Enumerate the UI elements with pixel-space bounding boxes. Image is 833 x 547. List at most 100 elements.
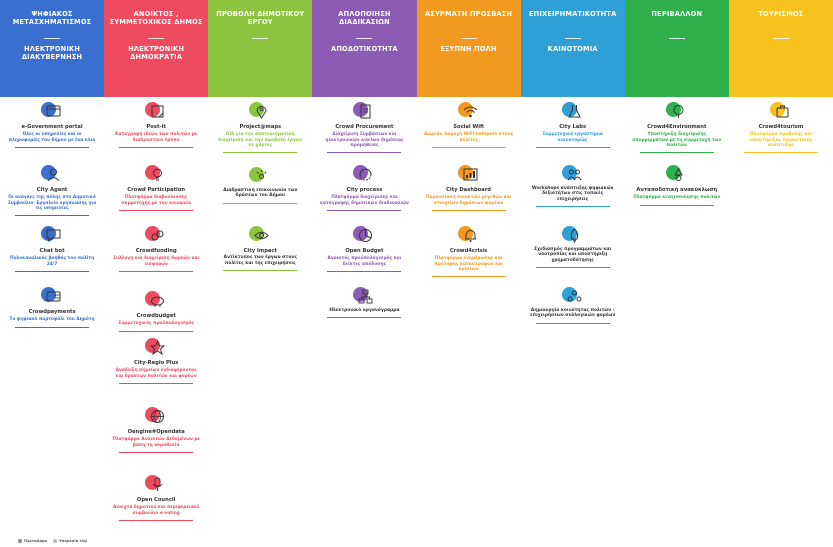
solution-title: Open Budget — [345, 248, 384, 254]
item-divider — [535, 206, 610, 208]
solution-title: e-Government portal — [21, 124, 83, 130]
solution-item[interactable]: Διαδραστική επικοινωνία των δράσεων του … — [215, 165, 305, 204]
solution-title: City Impact — [243, 248, 277, 254]
solution-item[interactable]: Crowd Participation Πλατφόρμα διαβούλευση… — [111, 163, 201, 211]
solution-description: Διαδραστική επικοινωνία των δράσεων του … — [223, 188, 298, 199]
solution-title: City Labs — [559, 124, 587, 130]
category-title: ΑΠΛΟΠΟΙΗΣΗ ΔΙΑΔΙΚΑΣΙΩΝ — [338, 10, 391, 27]
solution-item[interactable]: Workshops ανάπτυξης ψηφιακών δεξιοτήτων … — [528, 163, 618, 208]
legend: Πλατφόρμα Υπηρεσία εδώ — [18, 539, 87, 543]
category-subtitle: ΚΑΙΝΟΤΟΜΙΑ — [547, 45, 598, 53]
solution-item[interactable]: Crowd Procurement Διαχείριση Συμβάσεων κα… — [319, 100, 409, 154]
org-chart-icon — [352, 285, 376, 307]
solution-description: Ηλεκτρονικό οργανόγραμμα — [329, 308, 400, 313]
item-divider — [15, 215, 90, 217]
solution-description: Συμμετοχικός προϋπολογισμός — [118, 321, 195, 327]
solution-item[interactable]: Oengine#Opendata Πλατφόρμα Ανοικτών Δεδομ… — [111, 405, 201, 453]
solution-item[interactable]: Crowdbudget Συμμετοχικός προϋπολογισμός — [111, 289, 201, 332]
solution-title: Ανταποδοτική ανακύκλωση — [636, 187, 718, 193]
item-divider — [223, 202, 298, 204]
solution-title: City process — [346, 187, 383, 193]
community-icon — [561, 285, 585, 307]
solution-title: Crowd Participation — [127, 187, 186, 193]
pie-icon — [352, 224, 376, 246]
category-subtitle: ΕΞΥΠΝΗ ΠΟΛΗ — [440, 45, 497, 53]
solution-item[interactable]: Crowdfunding Συλλογή και διαχείριση δωρεώ… — [111, 224, 201, 272]
solution-item[interactable]: Project@maps GIS για την αποτελεσματική δ… — [215, 100, 305, 154]
item-divider — [119, 210, 194, 211]
solution-description: Δωρεάν παροχή WiFi hotspots στους πολίτε… — [424, 132, 514, 143]
solution-description: Πλατφόρμα προβολής και υποστήριξης τουρι… — [749, 132, 813, 148]
solution-description: Πλατφόρμα διαβούλευσης συμμετοχής με την… — [121, 195, 192, 206]
solution-item[interactable]: Open Council Ανοιχτό δημοτικό και περιφερ… — [111, 473, 201, 521]
solution-title: Crowd4Environment — [647, 124, 707, 130]
solution-item[interactable]: Crowd4tourism Πλατφόρμα προβολής και υποσ… — [736, 100, 826, 154]
item-divider — [327, 317, 402, 319]
solution-item[interactable]: e-Government portal Όλες οι υπηρεσίες και… — [7, 100, 97, 148]
solution-title: Social Wifi — [453, 124, 484, 130]
item-divider — [119, 330, 194, 332]
solution-item[interactable]: Δημιουργία κοινότητας πολιτών - επιχειρή… — [528, 285, 618, 324]
solution-description: Συλλογή και διαχείριση δωρεών και εισφορ… — [113, 256, 200, 267]
solution-item[interactable]: Crowdpayments Το ψηφιακό πορτοφόλι του Δη… — [7, 285, 97, 328]
category-title: ΑΝΟΙΚΤΟΣ , ΣΥΜΜΕΤΟΧΙΚΟΣ ΔΗΜΟΣ — [109, 10, 203, 27]
solution-title: Crowd Procurement — [335, 124, 394, 130]
solution-title: Crowdbudget — [136, 313, 176, 319]
category-header-4: ΑΠΛΟΠΟΙΗΣΗ ΔΙΑΔΙΚΑΣΙΩΝ ΑΠΟΔΟΤΙΚΟΤΗΤΑ — [312, 0, 417, 97]
solution-description: Δημιουργία κοινότητας πολιτών - επιχειρή… — [530, 308, 616, 319]
category-divider — [772, 38, 789, 39]
solution-item[interactable]: City Dashboard Παρουσίαση ανοικτών μεγεθώ… — [424, 163, 514, 211]
solution-item[interactable]: Crowd4crisis Πλατφόρμα ενημέρωσης και πρό… — [424, 224, 514, 278]
item-divider — [15, 271, 90, 272]
item-divider — [223, 152, 298, 154]
wifi-icon — [457, 100, 481, 122]
solution-description: Αναδείξη σημείων ενδιαφέροντος και δράσε… — [115, 368, 197, 379]
legend-label-platform: Πλατφόρμα — [24, 539, 48, 543]
category-header-1: ΨΗΦΙΑΚΟΣ ΜΕΤΑΣΧΗΜΑΤΙΣΜΟΣ ΗΛΕΚΤΡΟΝΙΚΗ ΔΙΑΚ… — [0, 0, 105, 97]
recycle-icon — [665, 163, 689, 185]
solution-item[interactable]: Crowd4Environment Υποστήριξη διαχείρισης … — [632, 100, 722, 154]
solution-title: City Dashboard — [446, 187, 491, 193]
solution-item[interactable]: City process Πλατφόρμα διαχείρισης και κα… — [319, 163, 409, 211]
item-divider — [327, 271, 402, 272]
payment-icon — [40, 285, 64, 307]
solution-item[interactable]: City Impact Αντίκτυπος των έργων στους πο… — [215, 224, 305, 272]
category-divider — [460, 38, 477, 39]
solution-title: Open Council — [136, 497, 176, 503]
category-subtitle: ΗΛΕΚΤΡΟΝΙΚΗ ΔΙΑΚΥΒΕΡΝΗΣΗ — [21, 45, 83, 62]
item-divider — [223, 270, 298, 272]
solution-description: Το ψηφιακό πορτοφόλι του Δημότη — [9, 317, 95, 323]
item-divider — [119, 271, 194, 272]
item-divider — [431, 276, 506, 278]
category-divider — [356, 38, 373, 39]
category-divider — [44, 38, 60, 39]
item-divider — [15, 147, 90, 148]
eye-icon — [248, 224, 272, 246]
item-divider — [119, 147, 194, 148]
solution-description: Σχεδιασμός προγραμμάτων και νοοτροπίας κ… — [534, 247, 612, 263]
solution-description: Ανοικτός προϋπολογισμός και δείκτες απόδ… — [327, 256, 402, 267]
solution-item[interactable]: City-Regio Plus Αναδείξη σημείων ενδιαφέρ… — [111, 336, 201, 384]
legend-item-platform: Πλατφόρμα — [18, 539, 47, 543]
solution-item[interactable]: Σχεδιασμός προγραμμάτων και νοοτροπίας κ… — [528, 224, 618, 269]
category-title: ΤΟΥΡΙΣΜΟΣ — [758, 10, 804, 18]
solution-item[interactable]: City Agent Οι ανάγκες της πόλης στο Δημοτ… — [7, 163, 97, 217]
item-divider — [15, 326, 90, 328]
category-divider — [148, 38, 165, 39]
solution-item[interactable]: Post-it Καταγραφή ιδεών των πολιτών με δι… — [111, 100, 201, 148]
solution-item[interactable]: Chat bot Πολυκαναλικός βοηθός του πολίτη … — [7, 224, 97, 272]
solution-item[interactable]: Ηλεκτρονικό οργανόγραμμα — [319, 285, 409, 319]
solution-description: Οι ανάγκες της πόλης στο Δημοτικό Συμβού… — [7, 195, 97, 211]
category-header-bar: ΨΗΦΙΑΚΟΣ ΜΕΤΑΣΧΗΜΑΤΙΣΜΟΣ ΗΛΕΚΤΡΟΝΙΚΗ ΔΙΑΚ… — [0, 0, 833, 97]
solution-description: Πολυκαναλικός βοηθός του πολίτη 24/7 — [9, 256, 95, 267]
item-divider — [743, 152, 818, 154]
category-header-3: ΠΡΟΒΟΛΗ ΔΗΜΟΤΙΚΟΥ ΕΡΓΟΥ — [208, 0, 313, 97]
lab-icon — [561, 100, 585, 122]
category-title: ΑΣΥΡΜΑΤΗ ΠΡΟΣΒΑΣΗ — [424, 10, 513, 18]
category-subtitle: ΑΠΟΔΟΤΙΚΟΤΗΤΑ — [331, 45, 398, 53]
solution-item[interactable]: Open Budget Ανοικτός προϋπολογισμός και δ… — [319, 224, 409, 272]
solution-item[interactable]: Social Wifi Δωρεάν παροχή WiFi hotspots σ… — [424, 100, 514, 148]
solution-item[interactable]: Ανταποδοτική ανακύκλωση Πλατφόρμα κινητοπ… — [632, 163, 722, 206]
solution-item[interactable]: City Labs Συμμετοχικά εργαστήρια καινοτομ… — [528, 100, 618, 148]
people-icon — [561, 163, 585, 185]
